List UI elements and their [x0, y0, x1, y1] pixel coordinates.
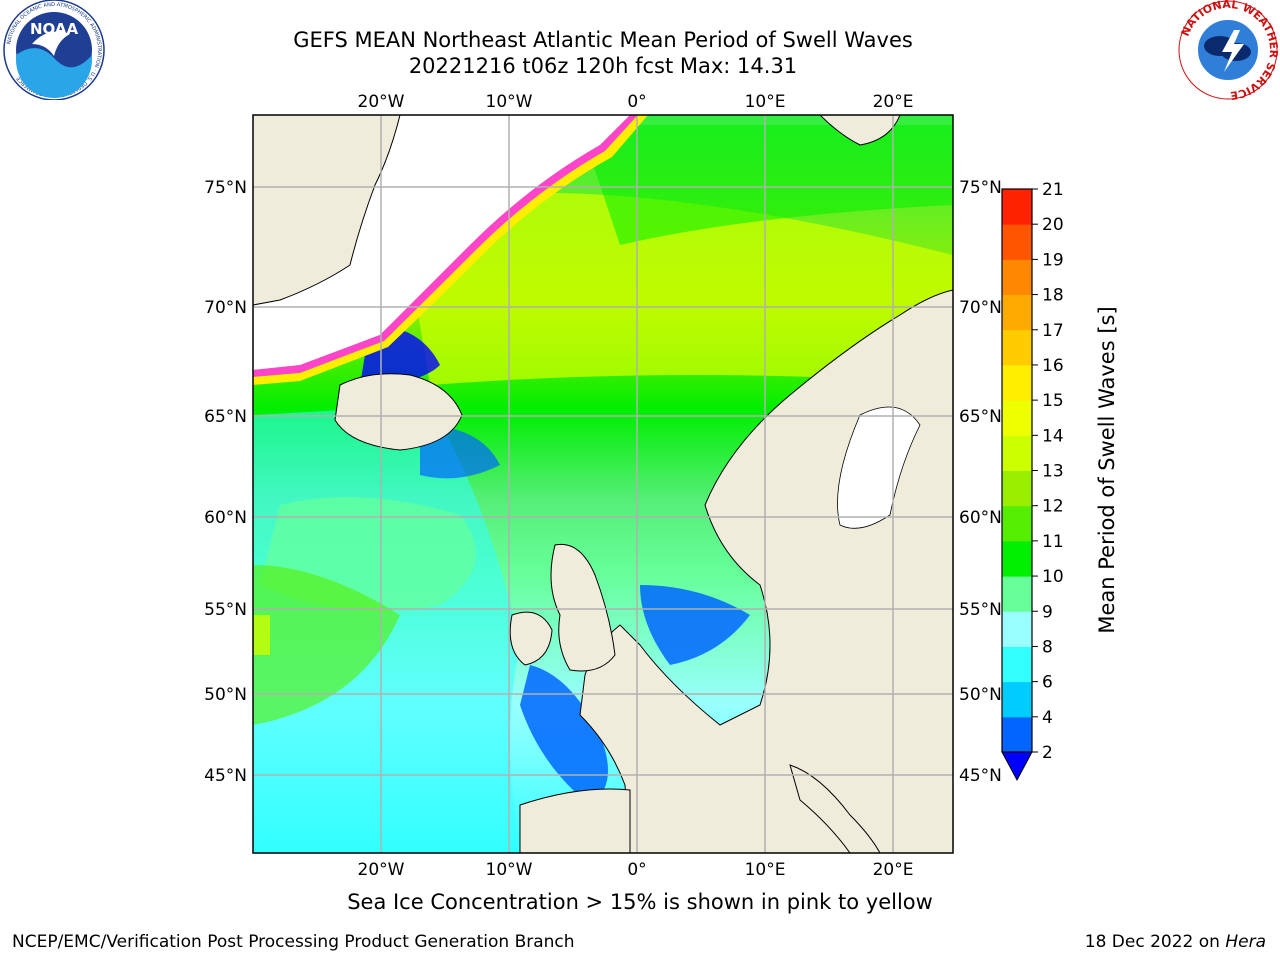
nws-logo: NATIONAL WEATHER SERVICE — [1178, 0, 1280, 100]
colorbar-tick-label: 4 — [1042, 708, 1053, 728]
noaa-logo-text: NOAA — [30, 20, 79, 38]
colorbar: 2 4 6 8 9 10 11 12 13 14 15 16 17 18 19 20 21 — [1001, 180, 1064, 782]
lon-label-top: 20°W — [358, 92, 405, 112]
colorbar-tick-label: 20 — [1042, 215, 1064, 235]
colorbar-tick-label: 11 — [1042, 532, 1064, 552]
lat-label-left: 60°N — [204, 508, 247, 528]
colorbar-swatch — [1002, 294, 1032, 331]
colorbar-tick-label: 17 — [1042, 321, 1064, 341]
lat-label-right: 50°N — [959, 685, 1002, 705]
colorbar-tick-label: 2 — [1042, 743, 1053, 763]
colorbar-tick-label: 14 — [1042, 426, 1064, 446]
colorbar-swatch — [1002, 400, 1032, 436]
map: 20°W 10°W 0° 10°E 20°E 20°W 10°W 0° 10°E… — [204, 92, 1002, 875]
colorbar-extend-arrow — [1001, 751, 1033, 782]
colorbar-swatch — [1002, 435, 1032, 471]
lat-label-right: 75°N — [959, 178, 1002, 198]
lat-label-left: 75°N — [204, 178, 247, 198]
colorbar-swatch — [1002, 224, 1032, 260]
lat-label-right: 55°N — [959, 600, 1002, 620]
colorbar-tick-label: 8 — [1042, 637, 1053, 657]
colorbar-tick-label: 16 — [1042, 356, 1064, 376]
colorbar-swatch — [1002, 505, 1032, 542]
lat-label-left: 70°N — [204, 298, 247, 318]
colorbar-tick-label: 10 — [1042, 567, 1064, 587]
colorbar-tick-label: 18 — [1042, 286, 1064, 306]
lon-label-top: 0° — [627, 92, 646, 112]
colorbar-swatch — [1002, 576, 1032, 612]
colorbar-swatch — [1002, 611, 1032, 647]
lat-label-right: 60°N — [959, 508, 1002, 528]
lon-label-top: 20°E — [873, 92, 914, 112]
colorbar-tick-label: 21 — [1042, 180, 1064, 200]
chart-subtitle: 20221216 t06z 120h fcst Max: 14.31 — [408, 54, 798, 78]
lon-label-top: 10°W — [486, 92, 533, 112]
footer-host: Hera — [1225, 932, 1266, 952]
colorbar-tick-label: 9 — [1042, 602, 1053, 622]
colorbar-swatch — [1002, 364, 1032, 401]
colorbar-swatch — [1002, 470, 1032, 507]
footer-date: 18 Dec 2022 on Hera — [1085, 932, 1266, 952]
lat-label-right: 65°N — [959, 407, 1002, 427]
colorbar-label: Mean Period of Swell Waves [s] — [1095, 306, 1119, 634]
chart-title: GEFS MEAN Northeast Atlantic Mean Period… — [293, 28, 913, 52]
lon-label-bottom: 0° — [627, 860, 646, 875]
map-frame — [252, 114, 954, 854]
colorbar-tick-label: 19 — [1042, 250, 1064, 270]
footer-date-text: 18 Dec 2022 on — [1084, 932, 1226, 952]
colorbar-swatch — [1002, 716, 1032, 753]
lat-label-right: 45°N — [959, 766, 1002, 786]
lon-label-bottom: 20°W — [358, 860, 405, 875]
lon-label-top: 10°E — [745, 92, 786, 112]
colorbar-swatch — [1002, 329, 1032, 366]
lon-label-bottom: 10°W — [486, 860, 533, 875]
colorbar-swatch — [1002, 189, 1032, 225]
colorbar-swatch — [1002, 259, 1032, 296]
lat-label-left: 65°N — [204, 407, 247, 427]
colorbar-tick-label: 15 — [1042, 391, 1064, 411]
colorbar-tick-label: 12 — [1042, 497, 1064, 517]
colorbar-tick-label: 6 — [1042, 673, 1053, 693]
colorbar-title-box: Mean Period of Swell Waves [s] — [1077, 270, 1137, 670]
colorbar-swatch — [1002, 540, 1032, 577]
noaa-logo: NATIONAL OCEANIC AND ATMOSPHERIC ADMINIS… — [3, 0, 105, 100]
gridlines — [253, 115, 953, 853]
lat-label-left: 55°N — [204, 600, 247, 620]
lat-label-left: 50°N — [204, 685, 247, 705]
colorbar-swatch — [1002, 646, 1032, 683]
colorbar-swatch — [1002, 681, 1032, 718]
lon-label-bottom: 10°E — [745, 860, 786, 875]
lat-label-left: 45°N — [204, 766, 247, 786]
colorbar-tick-label: 13 — [1042, 462, 1064, 482]
lon-label-bottom: 20°E — [873, 860, 914, 875]
footer-credit: NCEP/EMC/Verification Post Processing Pr… — [12, 932, 575, 952]
lat-label-right: 70°N — [959, 298, 1002, 318]
sea-ice-note: Sea Ice Concentration > 15% is shown in … — [347, 890, 933, 914]
